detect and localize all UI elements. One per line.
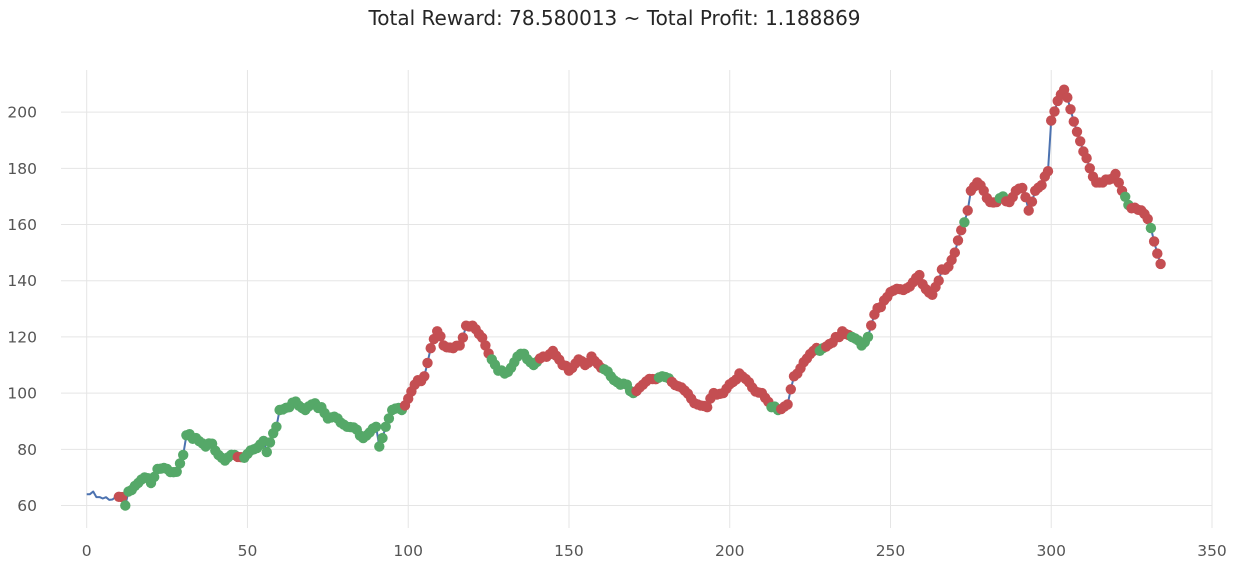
buy-marker bbox=[174, 458, 186, 469]
buy-marker bbox=[862, 331, 874, 343]
x-tick-label: 0 bbox=[82, 542, 92, 560]
x-tick-label: 350 bbox=[1197, 542, 1227, 560]
sell-marker bbox=[962, 205, 973, 216]
sell-marker bbox=[1113, 177, 1125, 188]
x-tick-label: 200 bbox=[715, 542, 745, 560]
buy-marker bbox=[171, 466, 182, 477]
buy-marker bbox=[1145, 222, 1157, 234]
y-tick-label: 140 bbox=[7, 272, 37, 290]
buy-marker bbox=[149, 471, 160, 483]
sell-marker bbox=[914, 269, 925, 281]
buy-marker bbox=[374, 441, 385, 452]
sell-marker bbox=[785, 384, 796, 395]
sell-marker bbox=[435, 331, 446, 342]
sell-marker bbox=[933, 275, 944, 286]
buy-marker bbox=[264, 437, 276, 448]
sell-marker bbox=[1148, 236, 1160, 247]
y-tick-label: 120 bbox=[7, 328, 37, 346]
sell-marker bbox=[956, 225, 967, 236]
sell-marker bbox=[454, 340, 465, 351]
y-tick-label: 60 bbox=[17, 497, 37, 515]
sell-marker bbox=[1084, 163, 1096, 174]
x-tick-label: 50 bbox=[238, 542, 258, 560]
sell-marker bbox=[949, 247, 960, 258]
sell-marker bbox=[457, 332, 469, 343]
sell-marker bbox=[1058, 84, 1070, 95]
sell-marker bbox=[1042, 166, 1054, 177]
sell-marker bbox=[419, 371, 430, 382]
y-tick-label: 100 bbox=[7, 385, 37, 403]
sell-marker bbox=[1049, 106, 1060, 117]
sell-marker bbox=[1075, 136, 1086, 147]
sell-marker bbox=[422, 357, 433, 369]
x-tick-label: 300 bbox=[1036, 542, 1066, 560]
sell-marker bbox=[1026, 196, 1038, 207]
sell-marker bbox=[1155, 258, 1166, 270]
buy-marker bbox=[178, 449, 189, 461]
buy-marker bbox=[377, 432, 388, 444]
buy-marker bbox=[370, 421, 382, 432]
buy-marker bbox=[261, 446, 272, 458]
buy-marker bbox=[1120, 191, 1131, 202]
sell-marker bbox=[1110, 168, 1121, 180]
sell-marker bbox=[952, 235, 964, 246]
sell-marker bbox=[702, 402, 713, 413]
x-tick-label: 250 bbox=[876, 542, 906, 560]
buy-marker bbox=[120, 500, 131, 511]
y-tick-label: 200 bbox=[7, 104, 37, 122]
x-tick-label: 150 bbox=[554, 542, 584, 560]
sell-marker bbox=[1152, 248, 1163, 259]
sell-marker bbox=[1062, 92, 1073, 103]
buy-marker bbox=[271, 421, 282, 432]
sell-marker bbox=[1081, 153, 1092, 164]
chart-title: Total Reward: 78.580013 ~ Total Profit: … bbox=[368, 6, 861, 30]
tick-labels: 0 50 100 150 200 250 300 350 60 80 100 120 140 160 180… bbox=[7, 104, 1226, 560]
buy-marker bbox=[959, 217, 970, 228]
y-tick-label: 160 bbox=[7, 216, 37, 234]
sell-marker bbox=[480, 340, 491, 351]
sell-marker bbox=[782, 399, 793, 410]
buy-marker bbox=[383, 413, 395, 424]
trade-markers bbox=[113, 84, 1166, 511]
sell-marker bbox=[1068, 116, 1080, 127]
buy-marker bbox=[380, 421, 391, 432]
sell-marker bbox=[425, 343, 436, 354]
sell-marker bbox=[1046, 115, 1057, 126]
sell-marker bbox=[1071, 126, 1083, 137]
sell-marker bbox=[866, 320, 877, 331]
sell-marker bbox=[1017, 182, 1028, 194]
x-tick-label: 100 bbox=[393, 542, 423, 560]
y-tick-label: 80 bbox=[17, 441, 37, 459]
sell-marker bbox=[1036, 180, 1047, 191]
sell-marker bbox=[1065, 104, 1076, 115]
y-tick-label: 180 bbox=[7, 160, 37, 178]
sell-marker bbox=[1023, 205, 1034, 216]
sell-marker bbox=[1142, 213, 1153, 225]
